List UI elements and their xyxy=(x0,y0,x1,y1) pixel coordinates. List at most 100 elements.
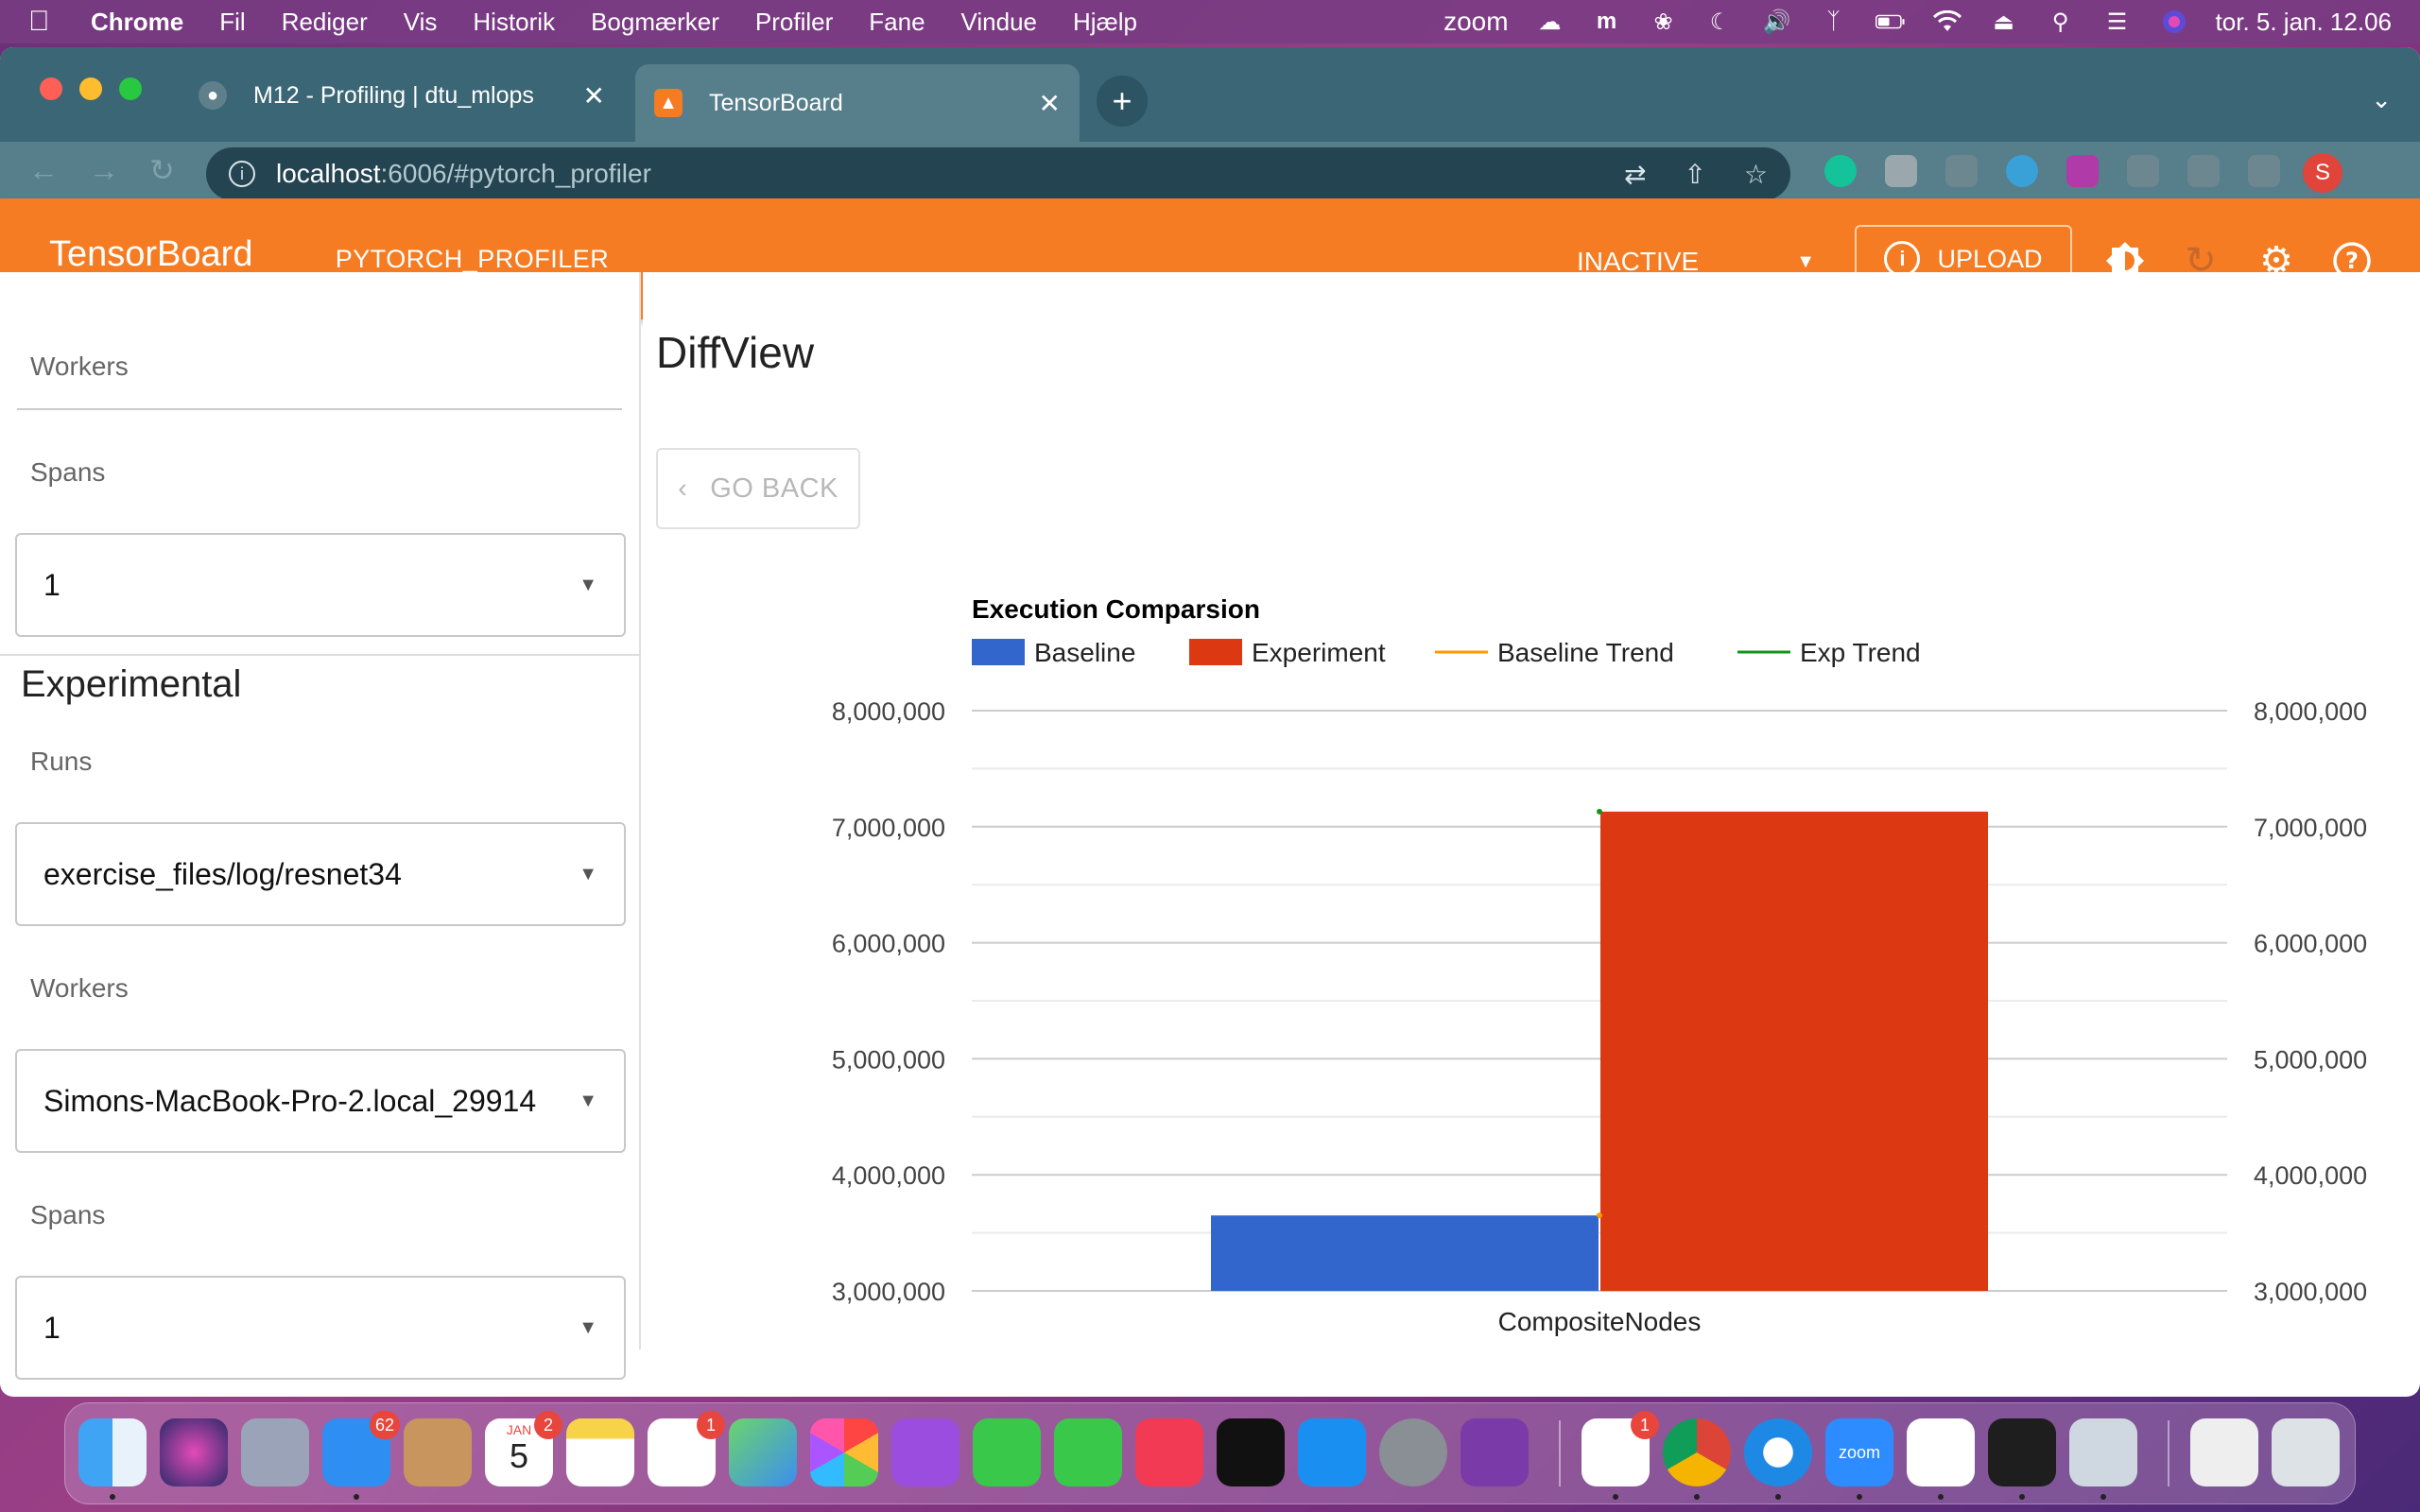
terminal-icon[interactable] xyxy=(1988,1418,2056,1500)
address-bar[interactable]: i localhost:6006/#pytorch_profiler ⇄ ⇧ ☆ xyxy=(206,147,1790,200)
bar-baseline xyxy=(1211,1215,1599,1291)
menu-tab[interactable]: Fane xyxy=(869,7,925,36)
menu-history[interactable]: Historik xyxy=(473,7,556,36)
translate-icon[interactable]: ⇄ xyxy=(1623,159,1647,189)
experimental-spans-label: Spans xyxy=(30,1200,106,1229)
podcasts-icon[interactable] xyxy=(891,1418,959,1486)
share-icon[interactable]: ⇧ xyxy=(1684,159,1706,189)
close-tab-icon[interactable]: ✕ xyxy=(582,80,605,111)
zoom-window-button[interactable] xyxy=(119,77,142,100)
extension-icon[interactable] xyxy=(2127,155,2159,187)
control-center-icon[interactable]: ☰ xyxy=(2106,9,2128,35)
experimental-workers-select[interactable]: Simons-MacBook-Pro-2.local_29914 ▼ xyxy=(15,1049,626,1153)
legend-label-exp-trend: Exp Trend xyxy=(1800,638,1921,667)
reload-icon[interactable]: ↻ xyxy=(149,153,175,187)
menu-profiles[interactable]: Profiler xyxy=(754,7,834,36)
messages-icon[interactable] xyxy=(973,1418,1041,1486)
maps-icon[interactable] xyxy=(729,1418,797,1486)
tensorboard-logo-icon: ▲ xyxy=(654,89,683,117)
fan-icon[interactable]: ❀ xyxy=(1653,9,1673,35)
experimental-workers-label: Workers xyxy=(30,973,129,1003)
vscode-icon[interactable] xyxy=(1907,1418,1975,1500)
reminders-icon[interactable]: 1 xyxy=(648,1411,725,1486)
spotlight-search-icon[interactable]: ⚲ xyxy=(2051,9,2069,35)
menu-bookmarks[interactable]: Bogmærker xyxy=(591,7,719,36)
menu-file[interactable]: Fil xyxy=(219,7,246,36)
mail-icon[interactable]: 62 xyxy=(322,1411,400,1500)
apple-menu-icon[interactable]:  xyxy=(28,6,53,38)
extension-icon[interactable] xyxy=(1885,155,1917,187)
bookmark-star-icon[interactable]: ☆ xyxy=(1743,159,1768,189)
select-value: exercise_files/log/resnet34 xyxy=(43,856,402,891)
volume-icon[interactable]: 🔊 xyxy=(1762,9,1791,35)
chart-gridlines xyxy=(972,710,2227,1292)
baseline-spans-select[interactable]: 1 ▼ xyxy=(15,533,626,637)
experimental-runs-select[interactable]: exercise_files/log/resnet34 ▼ xyxy=(15,822,626,926)
facetime-icon[interactable] xyxy=(1054,1418,1122,1486)
menu-help[interactable]: Hjælp xyxy=(1073,7,1137,36)
siri-icon[interactable] xyxy=(2159,9,2189,34)
profile-avatar[interactable]: S xyxy=(2303,153,2342,193)
extensions-puzzle-icon[interactable] xyxy=(2187,155,2220,187)
photos-icon[interactable] xyxy=(810,1418,878,1486)
y-tick-label-right: 3,000,000 xyxy=(2254,1278,2367,1306)
safari-icon[interactable] xyxy=(1744,1418,1812,1500)
back-icon[interactable]: ← xyxy=(28,152,59,187)
onenote-icon[interactable] xyxy=(1461,1418,1529,1486)
theme-toggle-icon[interactable] xyxy=(2104,240,2146,282)
mail-badge: 62 xyxy=(369,1411,400,1439)
close-tab-icon[interactable]: ✕ xyxy=(1038,88,1061,118)
experimental-spans-select[interactable]: 1 ▼ xyxy=(15,1276,626,1380)
extension-icon[interactable] xyxy=(1945,155,1978,187)
tab-dtu-mlops[interactable]: ● M12 - Profiling | dtu_mlops ✕ xyxy=(180,64,624,127)
battery-icon[interactable] xyxy=(1875,9,1906,34)
app-store-icon[interactable] xyxy=(1298,1418,1366,1486)
site-info-icon[interactable]: i xyxy=(229,161,255,187)
slack-icon[interactable]: 1 xyxy=(1582,1411,1659,1500)
calendar-icon[interactable]: JAN 5 2 xyxy=(485,1411,562,1486)
downloads-stack-icon[interactable] xyxy=(2190,1418,2258,1486)
zoom-app-icon[interactable]: zoom xyxy=(1825,1418,1893,1500)
tab-search-chevron-icon[interactable]: ⌄ xyxy=(2371,85,2392,113)
wifi-icon[interactable] xyxy=(1932,9,1962,34)
menu-app-name[interactable]: Chrome xyxy=(91,7,184,36)
x-category-label: CompositeNodes xyxy=(1498,1307,1702,1336)
legend-label-experiment: Experiment xyxy=(1252,638,1386,667)
menu-view[interactable]: Vis xyxy=(403,7,438,36)
chrome-icon[interactable] xyxy=(1663,1418,1731,1500)
icloud-icon[interactable]: ☁ xyxy=(1538,9,1562,35)
runs-sidebar: Workers Spans 1 ▼ Experimental Runs exer… xyxy=(0,272,641,1380)
minimize-window-button[interactable] xyxy=(79,77,102,100)
notes-icon[interactable] xyxy=(566,1418,634,1486)
zoom-status-label[interactable]: zoom xyxy=(1443,7,1509,36)
preview-icon[interactable] xyxy=(2069,1418,2137,1500)
app-title[interactable]: TensorBoard xyxy=(49,234,253,274)
eject-icon[interactable]: ⏏ xyxy=(1993,9,2014,35)
menu-window[interactable]: Vindue xyxy=(960,7,1038,36)
grammarly-icon[interactable] xyxy=(1824,155,1857,187)
siri-icon[interactable] xyxy=(160,1418,228,1486)
menu-edit[interactable]: Rediger xyxy=(281,7,368,36)
extension-icon[interactable] xyxy=(2066,155,2099,187)
extension-icon[interactable] xyxy=(2006,155,2038,187)
moon-icon[interactable]: ☾ xyxy=(1709,9,1731,35)
dropdown-arrow-icon: ▼ xyxy=(579,574,597,595)
side-panel-icon[interactable] xyxy=(2248,155,2280,187)
menubar-clock[interactable]: tor. 5. jan. 12.06 xyxy=(2215,7,2392,36)
apple-tv-icon[interactable] xyxy=(1217,1418,1285,1486)
chart-svg[interactable]: Execution Comparsion Baseline Experiment B… xyxy=(643,272,2420,1349)
go-back-button[interactable]: ‹ GO BACK xyxy=(656,448,860,529)
system-preferences-icon[interactable] xyxy=(1379,1418,1447,1486)
running-indicator xyxy=(1613,1494,1618,1500)
close-window-button[interactable] xyxy=(40,77,62,100)
finder-icon[interactable] xyxy=(78,1418,147,1500)
music-icon[interactable] xyxy=(1135,1418,1203,1486)
tab-tensorboard[interactable]: ▲ TensorBoard ✕ xyxy=(635,64,1080,142)
bluetooth-icon[interactable]: ᛉ xyxy=(1826,9,1841,34)
trash-icon[interactable] xyxy=(2272,1418,2340,1486)
m-app-icon[interactable]: m xyxy=(1596,9,1617,34)
contacts-icon[interactable] xyxy=(404,1418,472,1486)
launchpad-icon[interactable] xyxy=(241,1418,309,1486)
forward-icon[interactable]: → xyxy=(89,152,119,187)
new-tab-button[interactable]: + xyxy=(1097,76,1148,127)
